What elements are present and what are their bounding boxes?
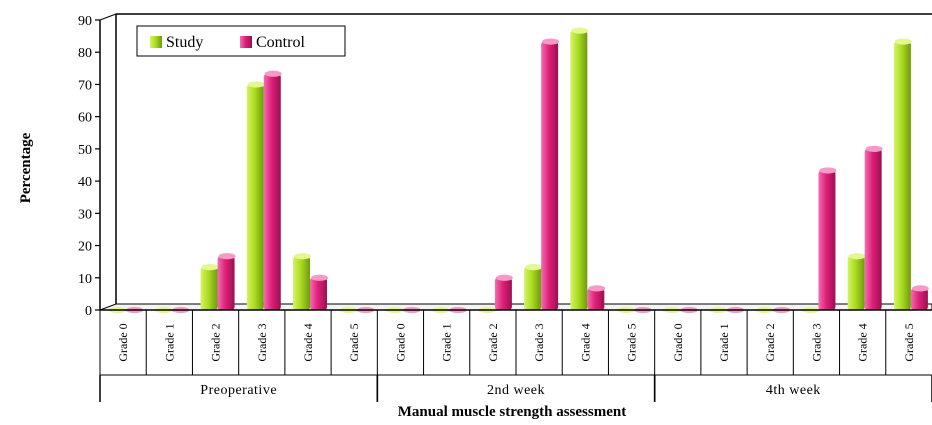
x-tick-label: Grade 1	[440, 323, 454, 361]
bar-study	[570, 27, 589, 311]
y-tick-label: 0	[85, 304, 92, 319]
x-tick-label: Grade 0	[116, 323, 130, 361]
bar-study	[246, 81, 265, 310]
bar-control	[864, 145, 883, 310]
x-tick-label: Grade 4	[856, 323, 870, 361]
x-tick-label: Grade 2	[209, 323, 223, 361]
legend-item-control: Control	[240, 34, 305, 51]
y-axis-title: Percentage	[18, 132, 34, 203]
legend-item-study: Study	[150, 34, 203, 51]
group-label: 2nd week	[487, 383, 545, 398]
x-tick-label: Grade 5	[625, 323, 639, 361]
bar-control	[910, 285, 929, 310]
bar-control	[541, 38, 560, 310]
x-tick-label: Grade 4	[301, 323, 315, 361]
x-tick-label: Grade 3	[532, 323, 546, 361]
x-axis-title: Manual muscle strength assessment	[398, 404, 626, 420]
bar-study	[293, 253, 311, 310]
x-tick-label: Grade 3	[809, 323, 823, 361]
bar-study	[893, 38, 912, 310]
bar-study	[524, 264, 543, 310]
y-tick-label: 40	[78, 175, 92, 190]
x-tick-label: Grade 1	[717, 323, 731, 361]
y-tick-label: 10	[78, 272, 92, 287]
legend-swatch	[240, 36, 252, 48]
y-tick-label: 20	[78, 240, 92, 255]
y-tick-label: 70	[78, 78, 92, 93]
x-tick-label: Grade 2	[763, 323, 777, 361]
y-tick-label: 30	[78, 207, 92, 222]
y-tick-label: 50	[78, 143, 92, 158]
bar-control	[217, 253, 236, 310]
legend-swatch	[150, 36, 162, 48]
y-tick-label: 60	[78, 111, 92, 126]
bar-control	[310, 274, 328, 310]
bar-study	[847, 253, 866, 310]
group-label: 4th week	[766, 383, 821, 398]
legend-label: Study	[166, 34, 203, 51]
bar-control	[818, 167, 837, 310]
bar-study	[200, 264, 219, 310]
x-tick-label: Grade 0	[671, 323, 685, 361]
bar-control	[494, 274, 513, 310]
y-tick-label: 90	[78, 14, 92, 29]
legend-label: Control	[256, 34, 305, 51]
bars	[99, 27, 932, 314]
x-tick-label: Grade 1	[162, 323, 176, 361]
x-tick-label: Grade 0	[393, 323, 407, 361]
bar-control	[587, 285, 606, 310]
bar-control	[263, 70, 282, 310]
x-axis: Grade 0 Grade 1 Grade 2 Grade 3 Grade 4 Grade…	[99, 309, 932, 402]
y-axis: 0 10 20 30 40 50 60 70 80 90	[78, 13, 932, 319]
x-tick-label: Grade 5	[902, 323, 916, 361]
x-tick-label: Grade 3	[255, 323, 269, 361]
x-tick-label: Grade 2	[486, 323, 500, 361]
x-tick-label: Grade 5	[347, 323, 361, 361]
legend: Study Control	[136, 25, 346, 57]
x-tick-label: Grade 4	[578, 323, 592, 361]
y-tick-label: 80	[78, 46, 92, 61]
group-label: Preoperative	[200, 383, 277, 398]
